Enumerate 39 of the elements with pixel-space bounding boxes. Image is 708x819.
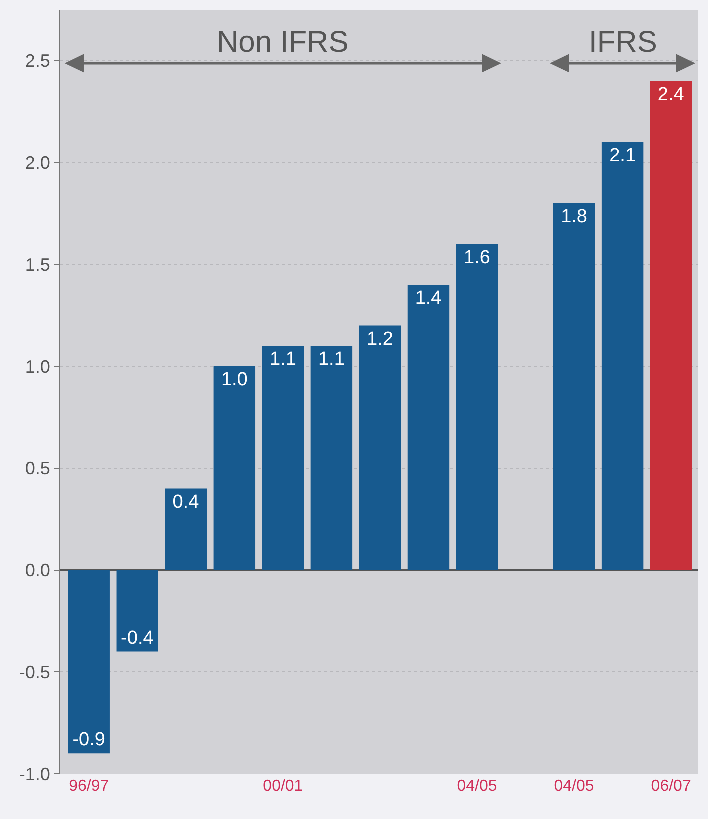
data-label: 1.0 bbox=[221, 370, 248, 391]
annotation: Non IFRS bbox=[217, 26, 349, 59]
x-tick-label: 04/05 bbox=[457, 778, 498, 795]
bar bbox=[214, 366, 256, 570]
bar bbox=[408, 285, 450, 570]
data-label: -0.4 bbox=[121, 628, 154, 649]
y-tick-label: -0.5 bbox=[19, 662, 50, 682]
x-tick-label: 96/97 bbox=[69, 778, 110, 795]
bar bbox=[359, 326, 402, 570]
bar bbox=[165, 488, 208, 570]
annotation: IFRS bbox=[589, 26, 658, 59]
y-tick-label: 1.5 bbox=[25, 254, 50, 275]
bar bbox=[116, 570, 158, 652]
data-label: 2.4 bbox=[658, 84, 685, 106]
y-tick-label: 2.5 bbox=[25, 51, 50, 72]
y-tick-label: 1.0 bbox=[25, 356, 50, 377]
bar bbox=[553, 204, 596, 570]
x-tick-label: 00/01 bbox=[263, 778, 304, 795]
bar bbox=[68, 570, 110, 754]
data-label: -0.9 bbox=[72, 730, 106, 751]
data-label: 1.8 bbox=[561, 206, 588, 228]
bar bbox=[262, 346, 304, 570]
bar bbox=[650, 81, 692, 570]
data-label: 1.4 bbox=[415, 288, 442, 310]
bar bbox=[456, 244, 498, 570]
y-tick-label: 2.0 bbox=[25, 153, 50, 174]
data-label: 1.1 bbox=[318, 349, 345, 370]
data-label: 1.1 bbox=[270, 349, 296, 370]
data-label: 0.4 bbox=[172, 492, 200, 513]
x-tick-label: 04/05 bbox=[554, 778, 594, 795]
y-tick-label: 0.0 bbox=[25, 560, 50, 581]
y-tick-label: 0.5 bbox=[25, 458, 50, 479]
data-label: 1.6 bbox=[464, 247, 490, 268]
y-tick-label: -1.0 bbox=[19, 764, 50, 784]
x-tick-label: 06/07 bbox=[651, 778, 692, 795]
data-label: 2.1 bbox=[610, 145, 636, 166]
bar bbox=[310, 346, 353, 570]
data-label: 1.2 bbox=[367, 328, 394, 350]
bar bbox=[602, 142, 644, 570]
